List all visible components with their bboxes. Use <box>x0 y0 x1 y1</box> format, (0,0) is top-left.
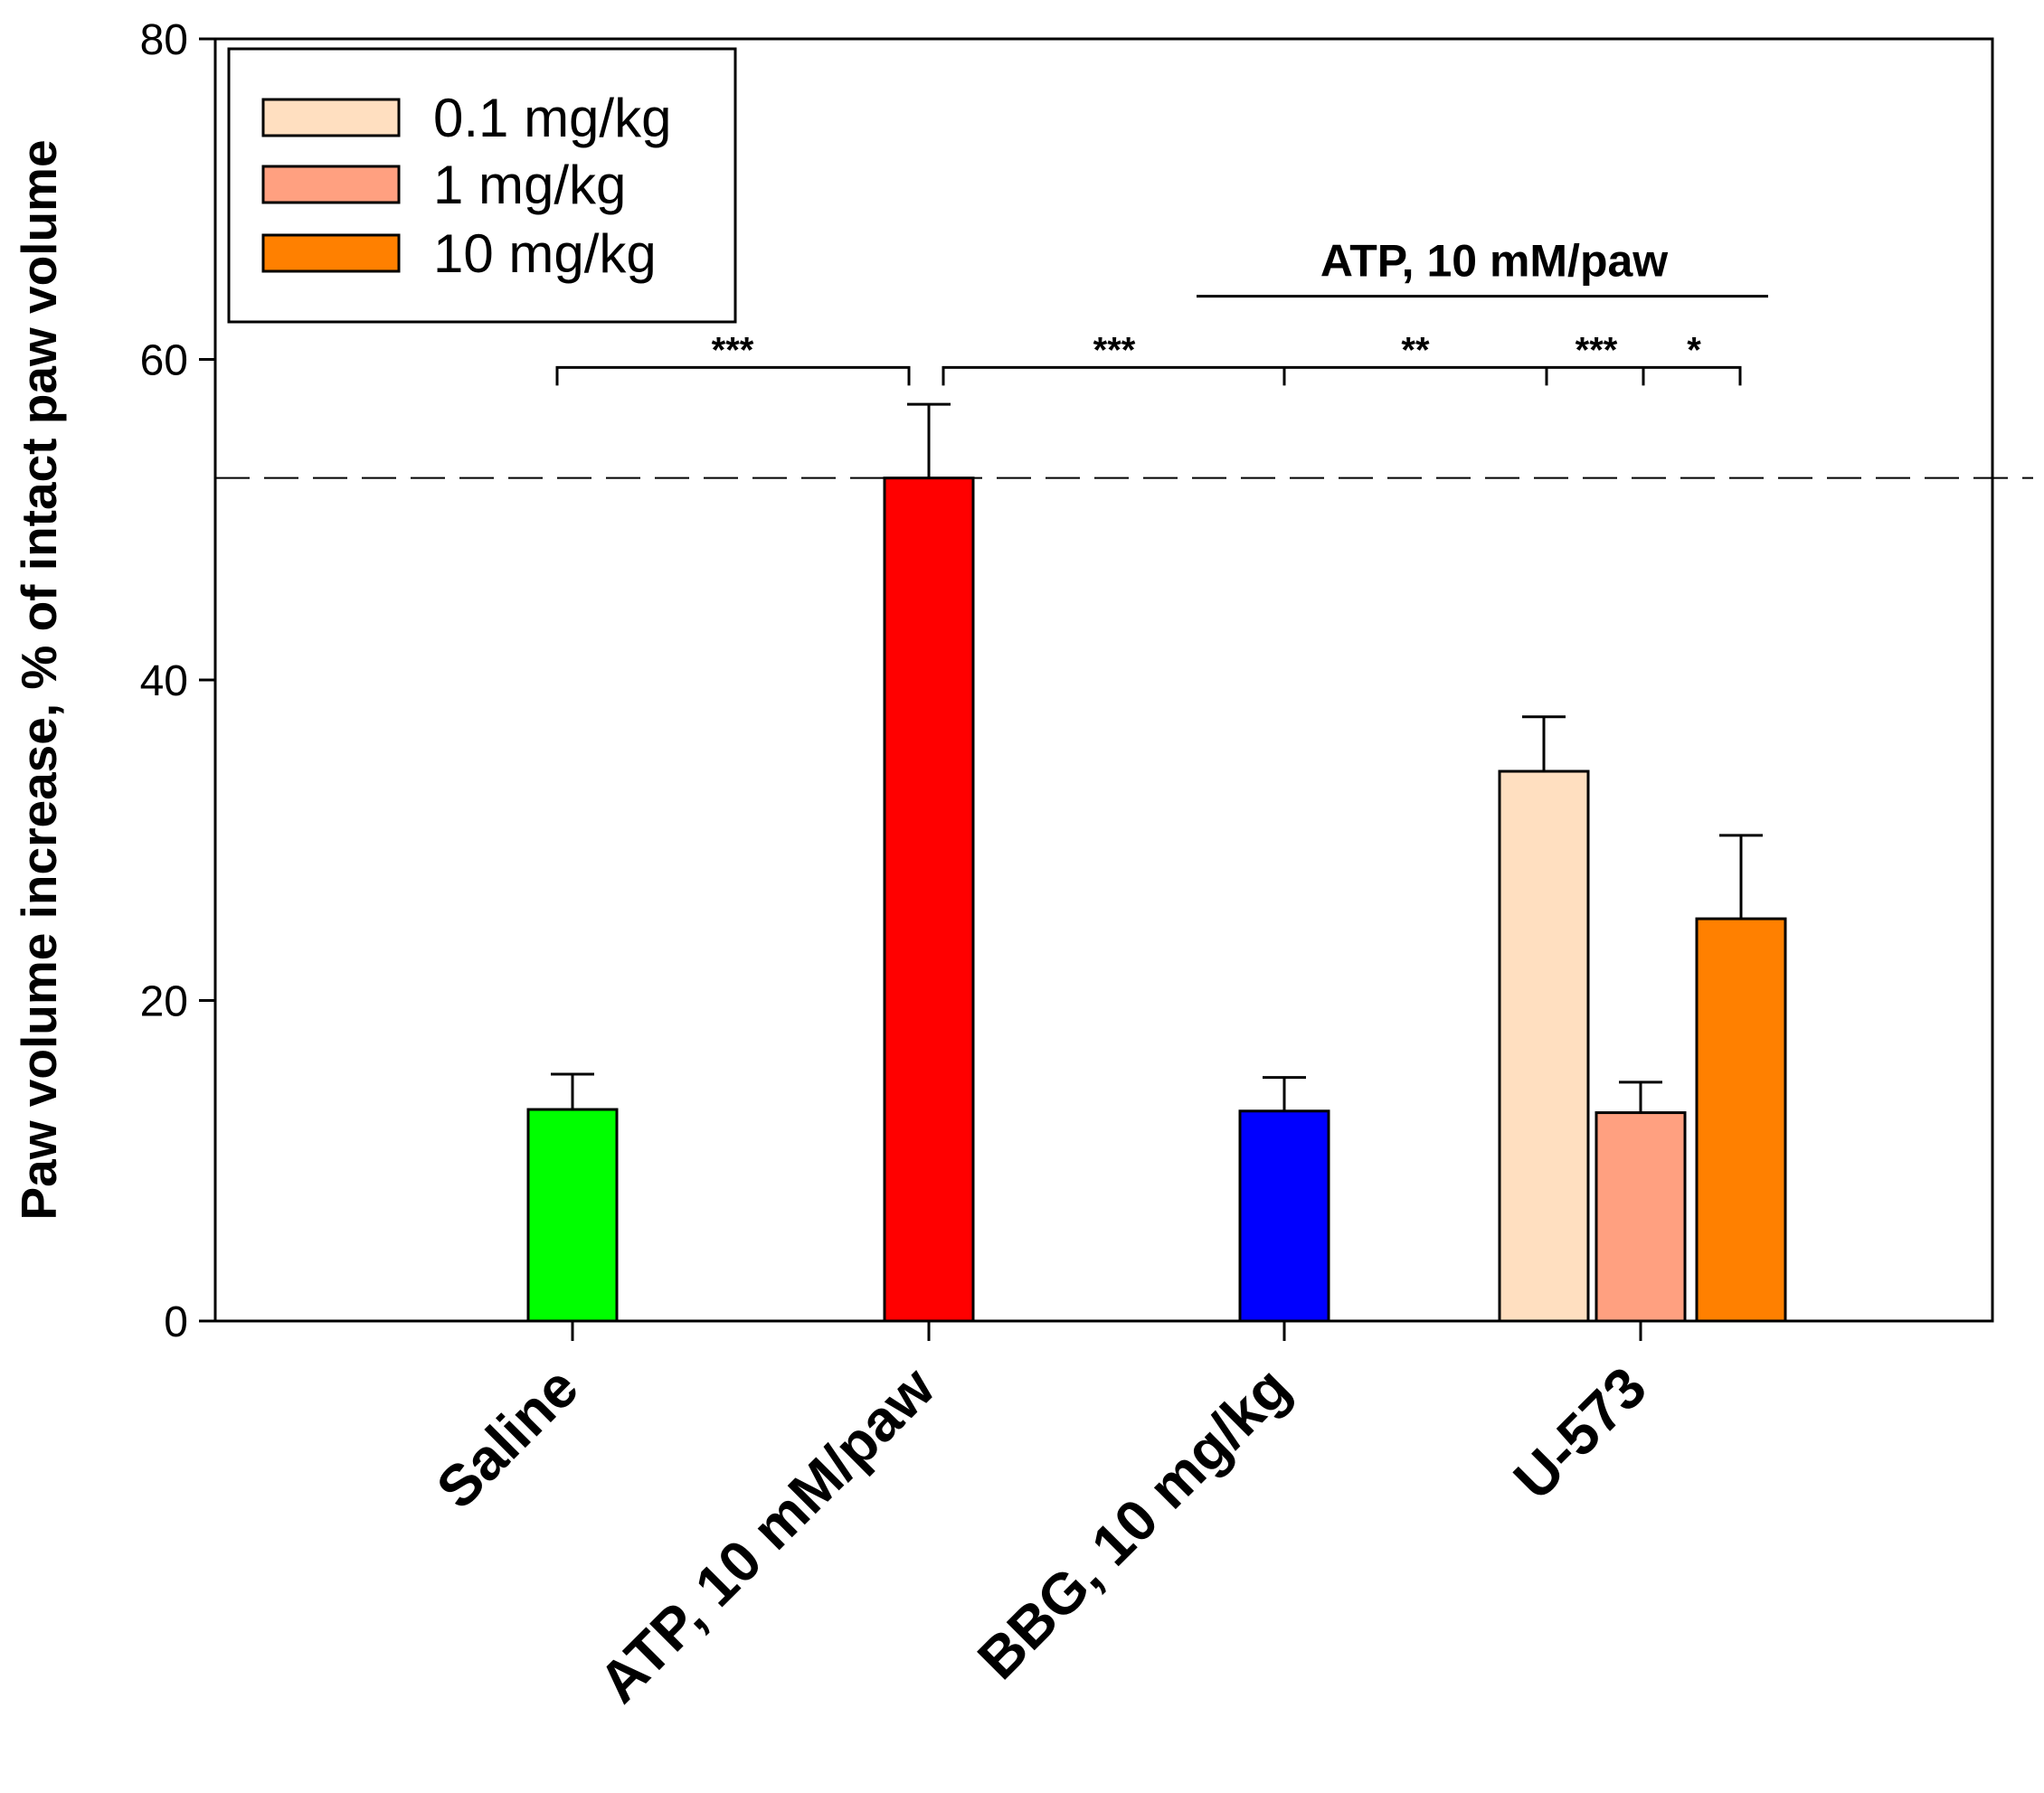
legend-swatch <box>261 98 401 137</box>
error-bar-atp-10-mm-paw <box>907 402 951 478</box>
significance-label: ** <box>1401 330 1430 370</box>
error-bar-u-573-0-1-mg-kg <box>1522 715 1566 772</box>
bracket-line <box>942 365 1742 386</box>
legend-label: 10 mg/kg <box>433 223 657 284</box>
legend-label: 0.1 mg/kg <box>433 88 671 148</box>
y-axis-title: Paw volume increase, % of intact paw vol… <box>11 139 67 1220</box>
y-tick-label: 80 <box>140 16 188 64</box>
y-tick-label: 0 <box>164 1298 188 1346</box>
significance-bracket-saline-atp <box>555 365 911 386</box>
error-bar-saline <box>551 1072 594 1110</box>
bar-u-573-1-mg-kg <box>1595 1111 1687 1323</box>
legend-entry: 1 mg/kg <box>261 155 626 215</box>
bar-bbg-10-mg-kg <box>1238 1109 1330 1323</box>
error-bar-u-573-1-mg-kg <box>1619 1081 1662 1113</box>
significance-label: *** <box>712 330 754 370</box>
bar-u-573-0-1-mg-kg <box>1498 769 1590 1323</box>
legend-swatch <box>261 165 401 204</box>
error-bar-u-573-10-mg-kg <box>1719 834 1763 920</box>
error-bar-bbg-10-mg-kg <box>1263 1076 1306 1111</box>
significance-bracket-atp-groups <box>942 365 1742 386</box>
y-tick-label: 40 <box>140 657 188 705</box>
legend-label: 1 mg/kg <box>433 155 626 215</box>
x-tick-label: U-573 <box>1501 1354 1659 1512</box>
y-tick-label: 20 <box>140 978 188 1026</box>
x-tick-label: BBG, 10 mg/kg <box>965 1354 1302 1692</box>
y-tick-label: 60 <box>140 337 188 385</box>
legend-swatch <box>261 233 401 273</box>
bracket-line <box>555 365 911 386</box>
significance-label: * <box>1687 330 1701 370</box>
significance-label: *** <box>1576 330 1618 370</box>
x-tick-label: ATP, 10 mM/paw <box>586 1354 947 1715</box>
bar-saline <box>526 1108 619 1323</box>
significance-label: *** <box>1093 330 1136 370</box>
bar-u-573-10-mg-kg <box>1695 917 1787 1323</box>
group-bracket-label: ATP, 10 mM/paw <box>1320 236 1668 287</box>
bar-atp-10-mm-paw <box>883 477 975 1323</box>
legend-entry: 0.1 mg/kg <box>261 88 671 148</box>
legend-entry: 10 mg/kg <box>261 223 657 284</box>
x-tick-label: Saline <box>424 1354 591 1521</box>
